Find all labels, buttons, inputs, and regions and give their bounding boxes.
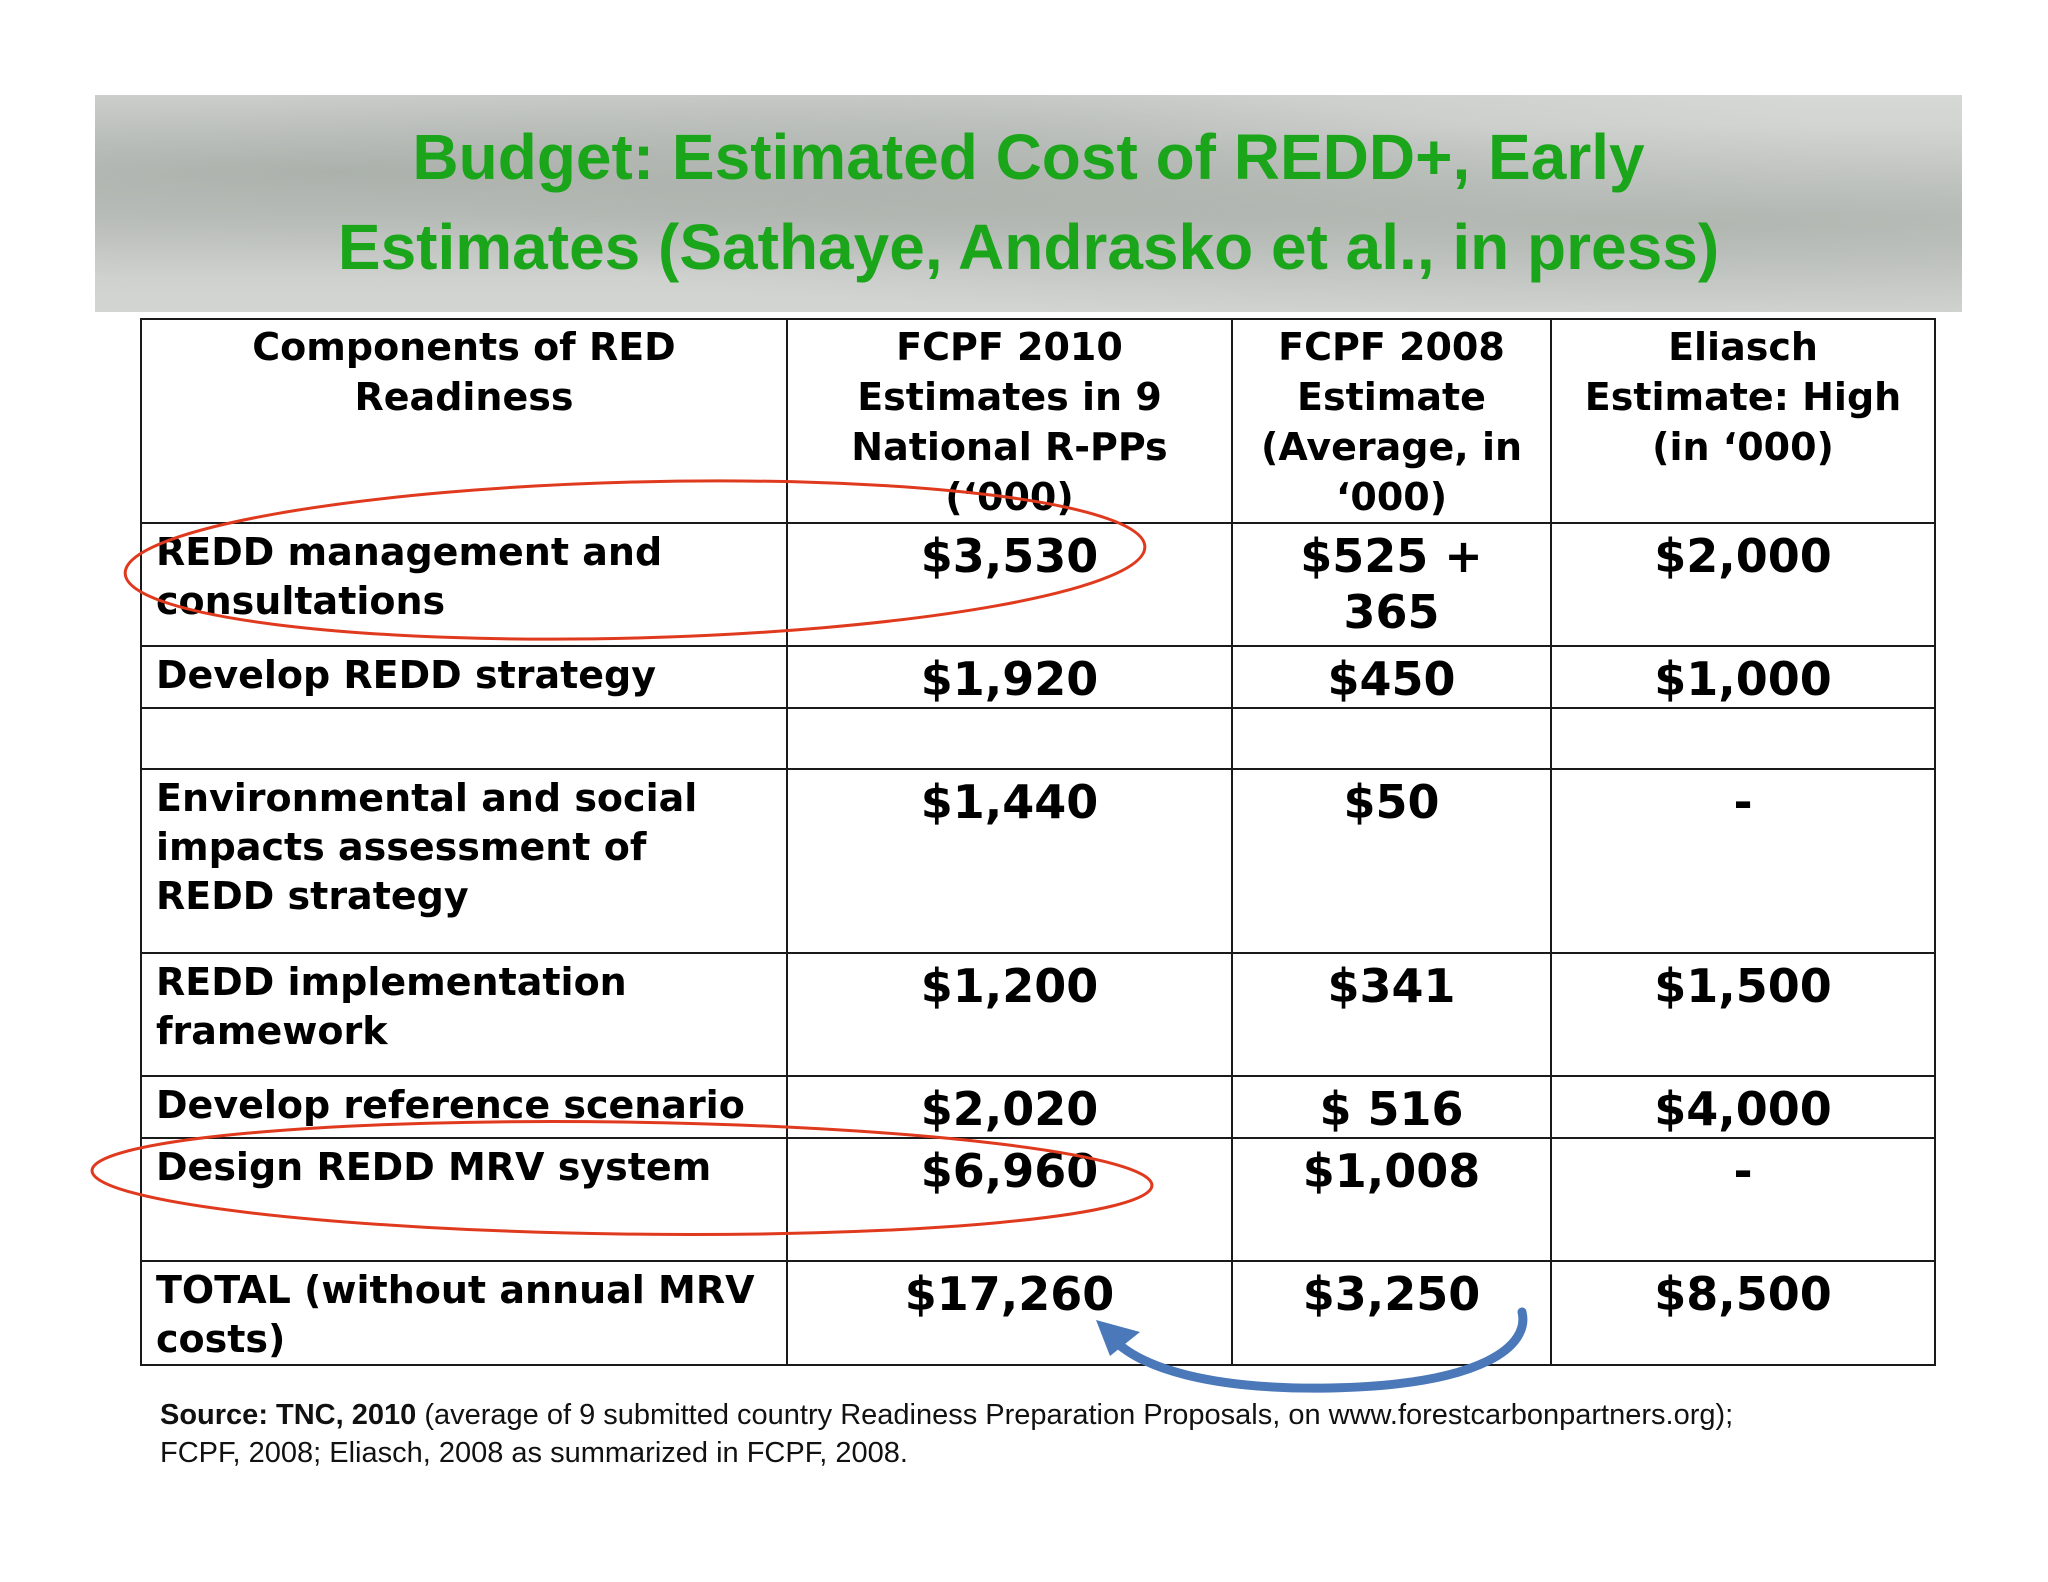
cell-eliasch <box>1550 707 1936 770</box>
header-fcpf-2008: FCPF 2008 Estimate (Average, in ‘000) <box>1231 318 1552 524</box>
slide-title: Budget: Estimated Cost of REDD+, Early E… <box>95 112 1962 292</box>
budget-table: Components of RED Readiness FCPF 2010 Es… <box>140 318 1936 1366</box>
cell-eliasch: $2,000 <box>1550 522 1936 647</box>
source-line-2: FCPF, 2008; Eliasch, 2008 as summarized … <box>160 1437 908 1469</box>
header-fcpf-2010: FCPF 2010 Estimates in 9 National R-PPs … <box>786 318 1233 524</box>
row-label: Design REDD MRV system <box>140 1137 788 1262</box>
table-row: REDD implementation framework $1,200 $34… <box>140 952 1936 1077</box>
cell-fcpf-2008: $341 <box>1231 952 1552 1077</box>
row-label: Develop reference scenario <box>140 1075 788 1139</box>
row-label: Environmental and social impacts assessm… <box>140 768 788 954</box>
cell-fcpf-2010: $2,020 <box>786 1075 1233 1139</box>
row-label: Develop REDD strategy <box>140 645 788 709</box>
cell-fcpf-2008: $50 <box>1231 768 1552 954</box>
cell-fcpf-2010: $17,260 <box>786 1260 1233 1366</box>
cell-eliasch: $1,000 <box>1550 645 1936 709</box>
table-row: Develop reference scenario $2,020 $ 516 … <box>140 1075 1936 1139</box>
header-eliasch: Eliasch Estimate: High (in ‘000) <box>1550 318 1936 524</box>
source-bold: Source: TNC, 2010 <box>160 1399 417 1431</box>
cell-fcpf-2010: $1,440 <box>786 768 1233 954</box>
cell-eliasch: $1,500 <box>1550 952 1936 1077</box>
cell-fcpf-2008: $ 516 <box>1231 1075 1552 1139</box>
table-row: Environmental and social impacts assessm… <box>140 768 1936 954</box>
cell-fcpf-2008: $1,008 <box>1231 1137 1552 1262</box>
row-label: REDD management and consultations <box>140 522 788 647</box>
cell-eliasch: $4,000 <box>1550 1075 1936 1139</box>
cell-fcpf-2008 <box>1231 707 1552 770</box>
header-components: Components of RED Readiness <box>140 318 788 524</box>
row-label <box>140 707 788 770</box>
title-banner <box>95 95 1962 312</box>
row-label: REDD implementation framework <box>140 952 788 1077</box>
title-line-1: Budget: Estimated Cost of REDD+, Early <box>412 121 1645 193</box>
table-row: REDD management and consultations $3,530… <box>140 522 1936 647</box>
title-line-2: Estimates (Sathaye, Andrasko et al., in … <box>337 211 1720 283</box>
cell-eliasch: $8,500 <box>1550 1260 1936 1366</box>
row-label: TOTAL (without annual MRV costs) <box>140 1260 788 1366</box>
table-row: Design REDD MRV system $6,960 $1,008 - <box>140 1137 1936 1262</box>
cell-eliasch: - <box>1550 1137 1936 1262</box>
cell-fcpf-2008: $3,250 <box>1231 1260 1552 1366</box>
table-row-total: TOTAL (without annual MRV costs) $17,260… <box>140 1260 1936 1366</box>
table-header-row: Components of RED Readiness FCPF 2010 Es… <box>140 318 1936 524</box>
cell-fcpf-2008: $525 + 365 <box>1231 522 1552 647</box>
cell-fcpf-2010: $3,530 <box>786 522 1233 647</box>
cell-fcpf-2010: $1,920 <box>786 645 1233 709</box>
cell-fcpf-2010: $1,200 <box>786 952 1233 1077</box>
source-line-1: (average of 9 submitted country Readines… <box>416 1399 1734 1431</box>
source-note: Source: TNC, 2010 (average of 9 submitte… <box>160 1396 1940 1472</box>
cell-fcpf-2010: $6,960 <box>786 1137 1233 1262</box>
table-row-empty <box>140 707 1936 770</box>
cell-fcpf-2008: $450 <box>1231 645 1552 709</box>
cell-eliasch: - <box>1550 768 1936 954</box>
cell-fcpf-2010 <box>786 707 1233 770</box>
table-row: Develop REDD strategy $1,920 $450 $1,000 <box>140 645 1936 709</box>
